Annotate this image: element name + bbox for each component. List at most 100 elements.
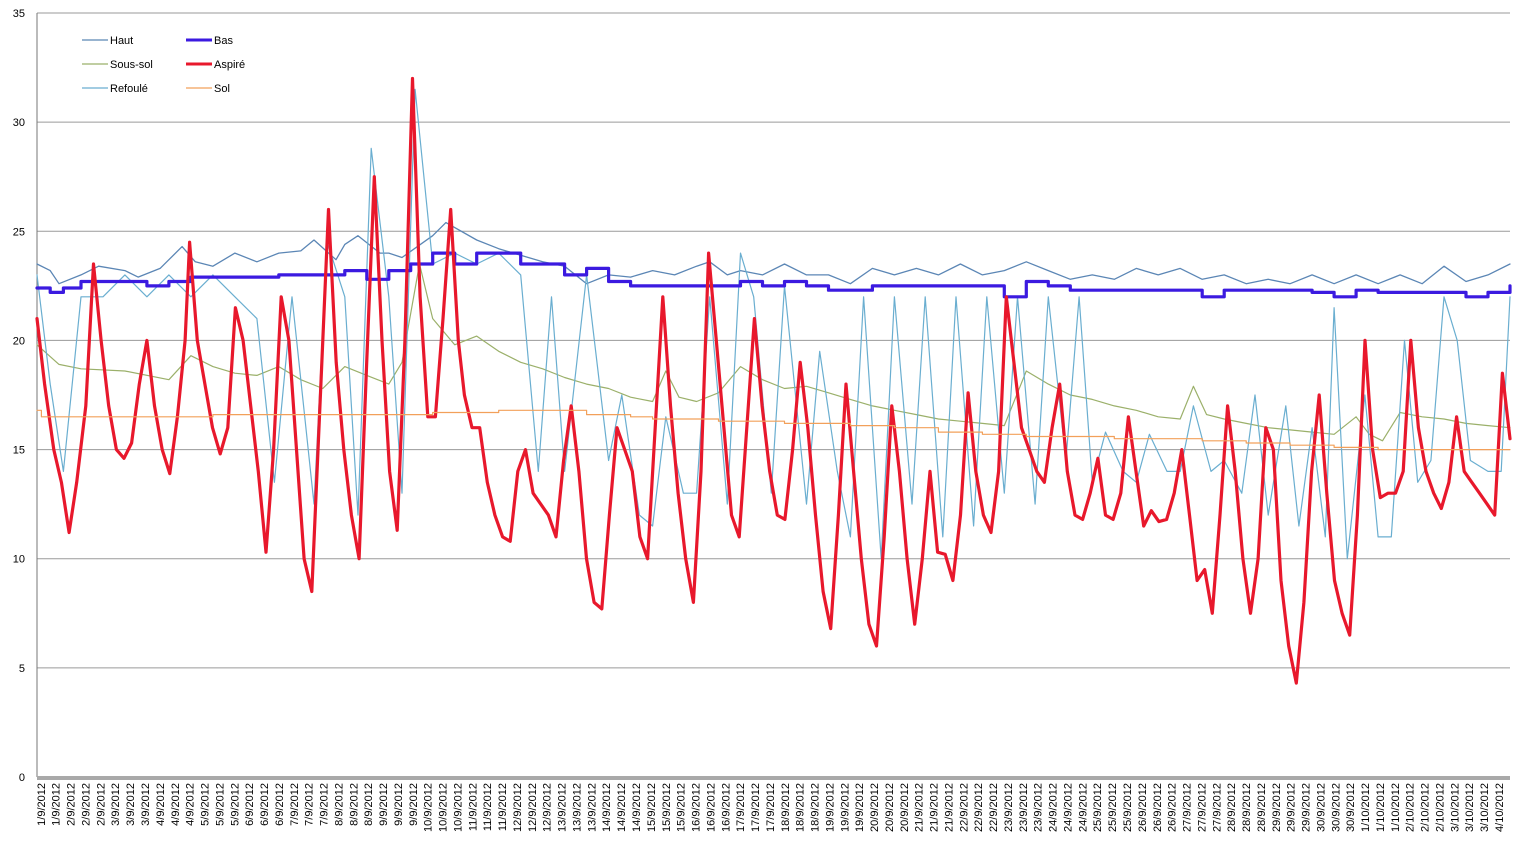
x-tick-label: 3/9/2012: [140, 783, 152, 826]
x-tick-label: 28/9/2012: [1241, 783, 1253, 832]
x-tick-label: 6/9/2012: [244, 783, 256, 826]
x-tick-label: 18/9/2012: [780, 783, 792, 832]
x-tick-label: 15/9/2012: [661, 783, 673, 832]
x-tick-label: 28/9/2012: [1256, 783, 1268, 832]
x-tick-label: 3/9/2012: [110, 783, 122, 826]
x-tick-label: 17/9/2012: [765, 783, 777, 832]
x-tick-label: 15/9/2012: [646, 783, 658, 832]
x-tick-label: 17/9/2012: [750, 783, 762, 832]
legend-label-refoul-: Refoulé: [110, 83, 148, 95]
x-tick-label: 8/9/2012: [348, 783, 360, 826]
x-tick-label: 3/10/2012: [1464, 783, 1476, 832]
x-tick-label: 4/9/2012: [155, 783, 167, 826]
series-line-haut: [36, 221, 1511, 285]
x-tick-label: 14/9/2012: [631, 783, 643, 832]
legend-label-sous-sol: Sous-sol: [110, 59, 153, 71]
x-tick-label: 10/9/2012: [452, 783, 464, 832]
x-tick-label: 20/9/2012: [869, 783, 881, 832]
x-tick-label: 20/9/2012: [899, 783, 911, 832]
x-tick-label: 21/9/2012: [929, 783, 941, 832]
x-tick-label: 11/9/2012: [467, 783, 479, 831]
y-tick-label: 20: [13, 335, 25, 347]
x-tick-label: 25/9/2012: [1107, 783, 1119, 832]
y-tick-label: 0: [19, 772, 25, 784]
x-tick-label: 23/9/2012: [1003, 783, 1015, 832]
x-tick-label: 30/9/2012: [1315, 783, 1327, 832]
x-tick-label: 16/9/2012: [691, 783, 703, 832]
x-tick-label: 13/9/2012: [557, 783, 569, 832]
legend: Haut Bas Sous-sol Aspiré Refoulé Sol: [82, 35, 245, 95]
x-tick-label: 11/9/2012: [497, 783, 509, 831]
x-tick-label: 2/10/2012: [1434, 783, 1446, 832]
y-tick-label: 15: [13, 445, 25, 457]
x-axis: 1/9/2012 1/9/2012 2/9/2012 2/9/2012 2/9/2012…: [36, 776, 1510, 832]
x-tick-label: 27/9/2012: [1211, 783, 1223, 832]
x-tick-label: 1/10/2012: [1390, 783, 1402, 832]
series-line-bas: [35, 251, 1512, 299]
x-tick-label: 26/9/2012: [1137, 783, 1149, 832]
x-tick-label: 23/9/2012: [1033, 783, 1045, 832]
x-tick-label: 9/9/2012: [393, 783, 405, 826]
x-tick-label: 8/9/2012: [333, 783, 345, 826]
x-tick-label: 6/9/2012: [274, 783, 286, 826]
series-line-sol: [36, 409, 1511, 451]
y-tick-label: 30: [13, 117, 25, 129]
x-tick-label: 29/9/2012: [1271, 783, 1283, 832]
x-tick-label: 23/9/2012: [1018, 783, 1030, 832]
x-tick-label: 19/9/2012: [839, 783, 851, 832]
x-tick-label: 19/9/2012: [854, 783, 866, 832]
x-tick-label: 22/9/2012: [958, 783, 970, 832]
x-tick-label: 10/9/2012: [438, 783, 450, 832]
x-tick-label: 15/9/2012: [676, 783, 688, 832]
x-tick-label: 13/9/2012: [571, 783, 583, 832]
x-tick-label: 14/9/2012: [601, 783, 613, 832]
x-tick-label: 22/9/2012: [988, 783, 1000, 832]
x-tick-label: 12/9/2012: [512, 783, 524, 832]
x-tick-label: 7/9/2012: [304, 783, 316, 826]
x-tick-label: 12/9/2012: [542, 783, 554, 832]
x-tick-label: 8/9/2012: [363, 783, 375, 826]
x-tick-label: 24/9/2012: [1077, 783, 1089, 832]
gridlines: [37, 12, 1510, 778]
legend-label-bas: Bas: [214, 35, 233, 47]
x-tick-label: 20/9/2012: [884, 783, 896, 832]
x-tick-label: 2/9/2012: [95, 783, 107, 826]
x-tick-label: 27/9/2012: [1182, 783, 1194, 832]
x-tick-label: 19/9/2012: [824, 783, 836, 832]
x-tick-label: 26/9/2012: [1167, 783, 1179, 832]
x-tick-label: 4/9/2012: [170, 783, 182, 826]
legend-label-aspir-: Aspiré: [214, 59, 245, 71]
x-tick-label: 27/9/2012: [1196, 783, 1208, 832]
x-tick-label: 28/9/2012: [1226, 783, 1238, 832]
x-tick-label: 14/9/2012: [616, 783, 628, 832]
x-tick-label: 29/9/2012: [1301, 783, 1313, 832]
x-tick-label: 4/10/2012: [1494, 783, 1506, 832]
x-tick-label: 24/9/2012: [1062, 783, 1074, 832]
x-tick-label: 5/9/2012: [229, 783, 241, 826]
x-tick-label: 24/9/2012: [1048, 783, 1060, 832]
x-tick-label: 26/9/2012: [1152, 783, 1164, 832]
y-axis: 0 5 10 15 20 25 30 35: [13, 8, 38, 784]
x-tick-label: 2/9/2012: [80, 783, 92, 826]
x-tick-label: 9/9/2012: [378, 783, 390, 826]
x-tick-label: 2/9/2012: [66, 783, 78, 826]
x-tick-label: 17/9/2012: [735, 783, 747, 832]
x-tick-label: 1/9/2012: [51, 783, 63, 826]
x-tick-label: 21/9/2012: [914, 783, 926, 832]
series-line-aspir-: [35, 76, 1512, 685]
x-tick-label: 11/9/2012: [482, 783, 494, 831]
x-tick-label: 16/9/2012: [720, 783, 732, 832]
x-tick-label: 30/9/2012: [1345, 783, 1357, 832]
x-tick-label: 22/9/2012: [973, 783, 985, 832]
x-tick-label: 12/9/2012: [527, 783, 539, 832]
x-tick-label: 9/9/2012: [408, 783, 420, 826]
x-tick-label: 1/10/2012: [1375, 783, 1387, 832]
x-tick-label: 25/9/2012: [1092, 783, 1104, 832]
x-tick-label: 2/10/2012: [1420, 783, 1432, 832]
y-tick-label: 10: [13, 554, 25, 566]
x-tick-label: 3/10/2012: [1449, 783, 1461, 832]
x-tick-label: 25/9/2012: [1122, 783, 1134, 832]
x-tick-label: 18/9/2012: [795, 783, 807, 832]
x-tick-label: 5/9/2012: [214, 783, 226, 826]
